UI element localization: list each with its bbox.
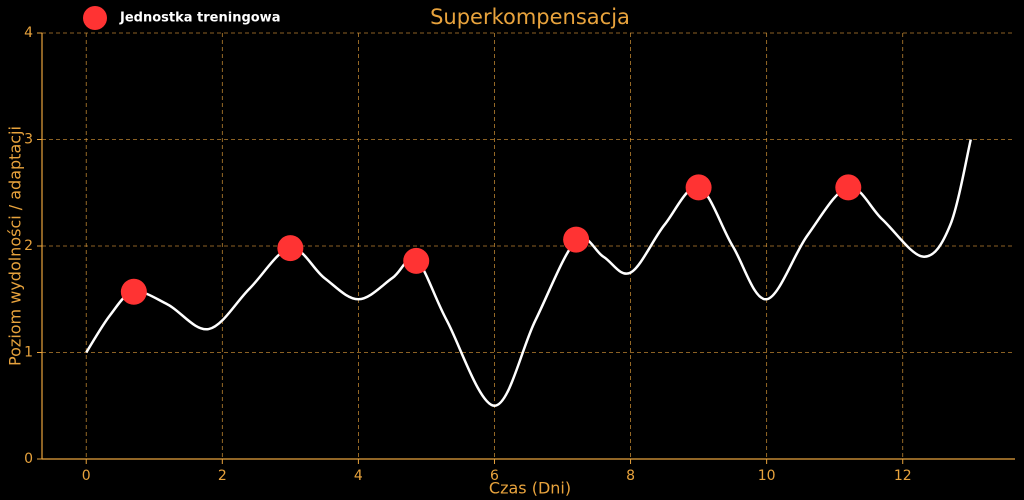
y-tick-label: 1 xyxy=(24,345,33,361)
x-tick-label: 12 xyxy=(894,468,912,484)
y-tick-label: 0 xyxy=(24,451,33,467)
x-tick-label: 6 xyxy=(490,468,499,484)
y-tick-label: 3 xyxy=(24,132,33,148)
training-marker xyxy=(685,174,712,201)
line xyxy=(85,139,972,408)
training-marker xyxy=(120,278,147,305)
training-marker xyxy=(403,247,430,274)
training-marker xyxy=(835,174,862,201)
x-tick-label: 0 xyxy=(82,468,91,484)
y-tick-label: 4 xyxy=(24,25,33,41)
y-axis-label: Poziom wydolności / adaptacji xyxy=(6,126,25,366)
legend-marker xyxy=(83,6,107,30)
x-tick-label: 2 xyxy=(218,468,227,484)
x-tick-label: 4 xyxy=(354,468,363,484)
x-axis-label: Czas (Dni) xyxy=(489,479,571,498)
y-tick-label: 2 xyxy=(24,238,33,254)
chart-title: Superkompensacja xyxy=(430,5,630,29)
training-marker xyxy=(277,235,304,262)
x-tick-label: 8 xyxy=(626,468,635,484)
x-tick-label: 10 xyxy=(758,468,776,484)
training-marker xyxy=(563,226,590,253)
legend-label: Jednostka treningowa xyxy=(119,11,280,26)
